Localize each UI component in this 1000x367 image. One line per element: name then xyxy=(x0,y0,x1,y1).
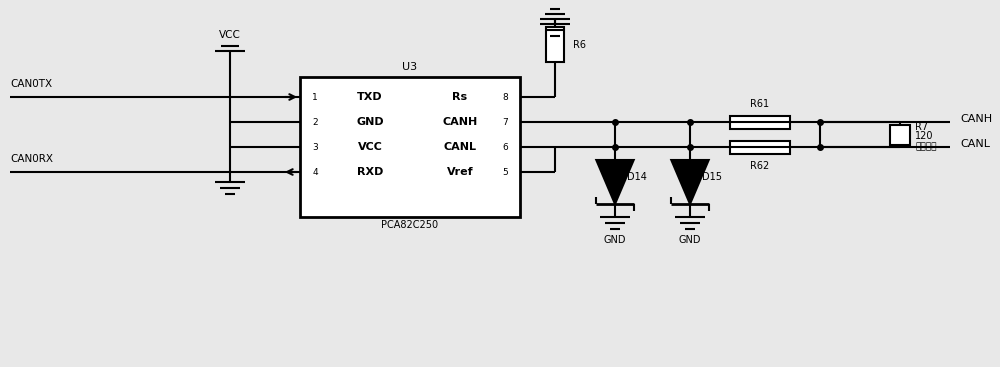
Text: D15: D15 xyxy=(702,172,722,182)
Text: GND: GND xyxy=(679,235,701,245)
Bar xyxy=(546,27,564,62)
Bar xyxy=(730,141,790,153)
Text: 外部总线: 外部总线 xyxy=(915,142,936,151)
Text: 1: 1 xyxy=(312,92,318,102)
Bar xyxy=(300,77,520,217)
Text: VCC: VCC xyxy=(219,30,241,40)
Bar xyxy=(730,116,790,128)
Text: CANL: CANL xyxy=(960,139,990,149)
Text: 7: 7 xyxy=(502,117,508,127)
Text: CANL: CANL xyxy=(444,142,477,152)
Polygon shape xyxy=(596,160,634,204)
Text: Rs: Rs xyxy=(452,92,468,102)
Text: GND: GND xyxy=(356,117,384,127)
Text: 2: 2 xyxy=(312,117,318,127)
Text: R62: R62 xyxy=(750,160,770,171)
Text: RXD: RXD xyxy=(357,167,383,177)
Text: GND: GND xyxy=(604,235,626,245)
Text: 8: 8 xyxy=(502,92,508,102)
Text: CANH: CANH xyxy=(442,117,478,127)
Polygon shape xyxy=(671,160,709,204)
Text: CANH: CANH xyxy=(960,114,992,124)
Text: 6: 6 xyxy=(502,142,508,152)
Text: U3: U3 xyxy=(402,62,418,72)
Text: R7: R7 xyxy=(915,121,928,131)
Text: CAN0RX: CAN0RX xyxy=(10,154,53,164)
Text: 3: 3 xyxy=(312,142,318,152)
Text: 120: 120 xyxy=(915,131,934,141)
Text: PCA82C250: PCA82C250 xyxy=(381,220,439,230)
Text: D14: D14 xyxy=(627,172,647,182)
Text: VCC: VCC xyxy=(358,142,382,152)
Text: TXD: TXD xyxy=(357,92,383,102)
Text: R6: R6 xyxy=(573,40,586,50)
Text: Vref: Vref xyxy=(447,167,473,177)
Text: 5: 5 xyxy=(502,167,508,177)
Bar xyxy=(890,124,910,145)
Text: CAN0TX: CAN0TX xyxy=(10,79,52,89)
Text: 4: 4 xyxy=(312,167,318,177)
Text: R61: R61 xyxy=(750,98,770,109)
